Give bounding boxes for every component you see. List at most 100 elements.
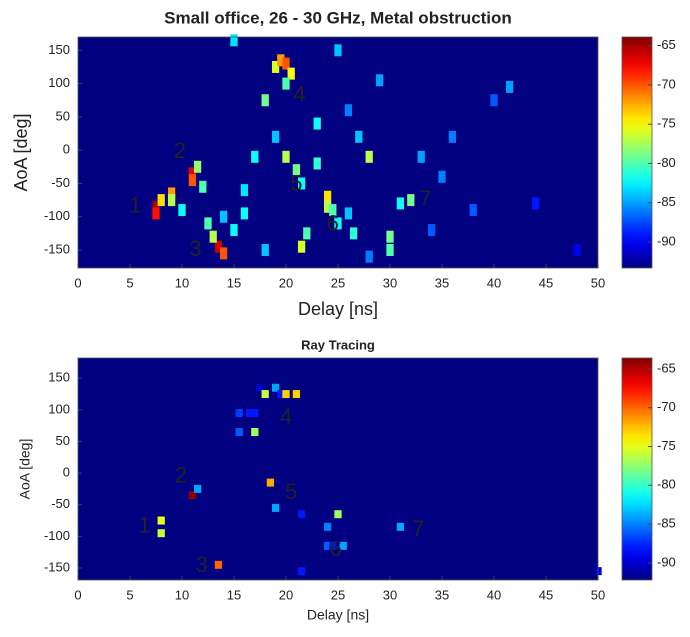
x-axis-label: Delay [ns] <box>307 607 369 623</box>
heat-cell <box>396 522 405 531</box>
heat-cell <box>323 190 332 203</box>
heat-cell <box>261 390 269 399</box>
heat-cell <box>266 478 275 487</box>
heat-cell <box>204 217 212 230</box>
heat-cell <box>256 383 264 392</box>
annotation: 3 <box>189 236 201 261</box>
colorbar-tick-label: -70 <box>657 76 676 91</box>
annotation: 1 <box>138 513 150 538</box>
heat-cell <box>214 240 223 253</box>
heat-cell <box>297 240 306 253</box>
chart-title: Ray Tracing <box>301 337 375 352</box>
heat-cell <box>313 157 321 170</box>
x-tick-label: 0 <box>74 587 81 602</box>
colorbar-tick-label: -80 <box>657 155 676 170</box>
heat-cell <box>292 164 301 177</box>
annotation: 6 <box>330 536 342 561</box>
heat-cell <box>303 227 311 240</box>
heat-cell <box>349 227 358 240</box>
heat-cell <box>188 174 197 187</box>
x-tick-label: 30 <box>383 587 397 602</box>
heat-cell <box>396 197 405 210</box>
heat-cell <box>323 522 332 531</box>
annotation: 7 <box>412 516 424 541</box>
heat-cell <box>282 150 290 163</box>
annotation: 7 <box>419 186 431 211</box>
heat-cell <box>271 503 280 512</box>
heat-cell <box>188 167 197 180</box>
y-tick-label: 100 <box>48 401 70 416</box>
y-tick-label: 150 <box>48 370 70 385</box>
heat-cell <box>282 390 290 399</box>
heat-cell <box>297 567 306 576</box>
y-tick-label: 100 <box>48 75 70 90</box>
y-tick-label: -50 <box>51 496 70 511</box>
heat-cell <box>292 390 301 399</box>
annotation: 3 <box>196 552 208 577</box>
heat-cell <box>448 130 457 143</box>
heat-cell <box>365 250 373 263</box>
heat-cell <box>271 130 280 143</box>
x-tick-label: 20 <box>279 587 293 602</box>
heat-cell <box>375 74 384 87</box>
plot-background <box>78 358 598 580</box>
heat-cell <box>344 207 353 220</box>
heat-cell <box>240 184 249 197</box>
plot-background <box>78 37 598 268</box>
heat-cell <box>386 244 394 257</box>
heat-cell <box>251 428 259 436</box>
heat-cell <box>152 207 160 220</box>
y-tick-label: 0 <box>63 142 70 157</box>
heat-cell <box>323 200 332 213</box>
heat-cell <box>261 94 269 107</box>
heat-cell <box>490 94 498 107</box>
heat-cell <box>230 34 238 47</box>
y-tick-label: -100 <box>44 208 70 223</box>
heat-cell <box>167 194 176 207</box>
plot-frame <box>77 357 599 581</box>
heat-cell <box>329 204 337 217</box>
x-tick-label: 40 <box>487 587 501 602</box>
heat-cell <box>277 54 285 67</box>
heat-cell <box>329 541 337 550</box>
heat-cell <box>427 224 436 237</box>
colorbar-tick-label: -90 <box>657 554 676 569</box>
chart-title: Small office, 26 - 30 GHz, Metal obstruc… <box>164 8 512 27</box>
colorbar-tick-label: -85 <box>657 194 676 209</box>
heat-cell <box>438 170 446 183</box>
y-tick-label: -150 <box>44 241 70 256</box>
heat-cell <box>355 130 363 143</box>
heat-cell <box>240 207 249 220</box>
heat-cell <box>235 428 243 436</box>
y-tick-label: -50 <box>51 175 70 190</box>
heat-cell <box>193 160 202 173</box>
heat-cell <box>261 244 269 257</box>
colorbar <box>621 36 653 269</box>
colorbar-tick-label: -75 <box>657 438 676 453</box>
x-tick-label: 25 <box>331 275 345 290</box>
heat-cell <box>219 210 228 223</box>
heat-cell <box>271 383 280 392</box>
x-tick-label: 15 <box>227 587 241 602</box>
x-tick-label: 0 <box>74 275 81 290</box>
y-axis-label: AoA [deg] <box>17 439 33 500</box>
annotation: 4 <box>293 81 305 106</box>
heat-cell <box>271 60 280 73</box>
x-tick-label: 15 <box>227 275 241 290</box>
heat-cell <box>157 194 165 207</box>
annotation: 5 <box>290 171 302 196</box>
heat-cell <box>188 491 197 500</box>
heat-cell <box>282 77 290 90</box>
x-tick-label: 5 <box>126 587 133 602</box>
heat-cell <box>193 484 202 493</box>
heat-cell <box>209 230 217 243</box>
x-tick-label: 25 <box>331 587 345 602</box>
heat-cell <box>531 197 540 210</box>
heat-cell <box>157 529 165 538</box>
heat-cell <box>386 230 394 243</box>
x-tick-label: 45 <box>539 275 553 290</box>
annotation: 6 <box>327 211 339 236</box>
annotation: 5 <box>285 479 297 504</box>
heat-cell <box>505 80 514 93</box>
